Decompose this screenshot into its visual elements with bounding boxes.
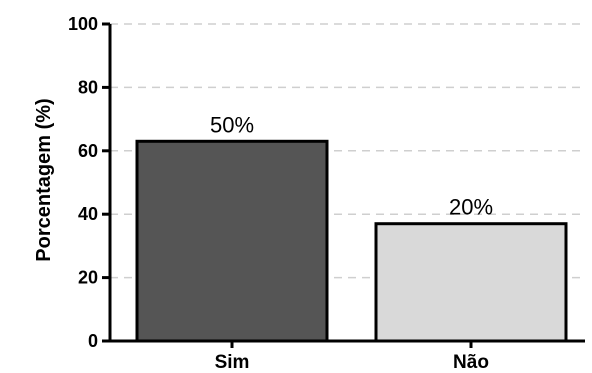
y-tick-label: 20 [78,268,98,288]
y-tick-label: 80 [78,77,98,97]
y-tick-label: 100 [68,14,98,34]
x-tick-label: Não [453,352,489,373]
x-tick-label: Sim [215,352,250,373]
axes [108,24,585,348]
data-label: 20% [449,195,493,220]
y-tick-label: 40 [78,204,98,224]
bars [135,139,568,343]
bar-não [374,222,568,343]
data-labels: 50% 20% [210,112,493,219]
y-ticks: 0 20 40 60 80 100 [68,14,110,351]
x-tick-labels: Sim Não [215,352,489,373]
data-label: 50% [210,112,254,137]
bar-sim [135,139,329,343]
y-axis-label: Porcentagem (%) [33,98,55,261]
y-tick-label: 60 [78,141,98,161]
y-tick-label: 0 [88,331,98,351]
